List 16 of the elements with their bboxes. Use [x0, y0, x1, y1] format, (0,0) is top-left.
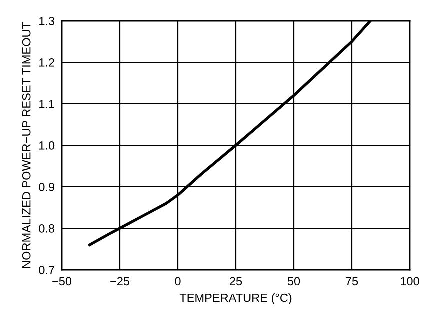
x-tick-label: 25 — [230, 277, 242, 286]
y-tick-label: 1.1 — [40, 100, 54, 108]
y-tick-label: 0.8 — [39, 224, 55, 233]
x-tick-label: −50 — [52, 277, 72, 286]
y-tick-label: 0.7 — [39, 266, 54, 274]
y-tick-label: 1.2 — [40, 58, 54, 67]
x-tick-label: 75 — [346, 277, 358, 286]
y-tick-label: 0.9 — [39, 183, 54, 192]
x-tick-label: −25 — [110, 277, 130, 286]
x-tick-label: 50 — [288, 277, 300, 286]
x-axis-title: TEMPERATURE (°C) — [180, 294, 292, 305]
y-tick-label: 1.0 — [40, 142, 55, 150]
x-tick-label: 100 — [401, 277, 420, 286]
y-tick-label: 1.3 — [40, 17, 55, 26]
x-tick-label: 0 — [175, 277, 181, 286]
y-axis-title: NORMALIZED POWER−UP RESET TIMEOUT — [22, 22, 31, 268]
